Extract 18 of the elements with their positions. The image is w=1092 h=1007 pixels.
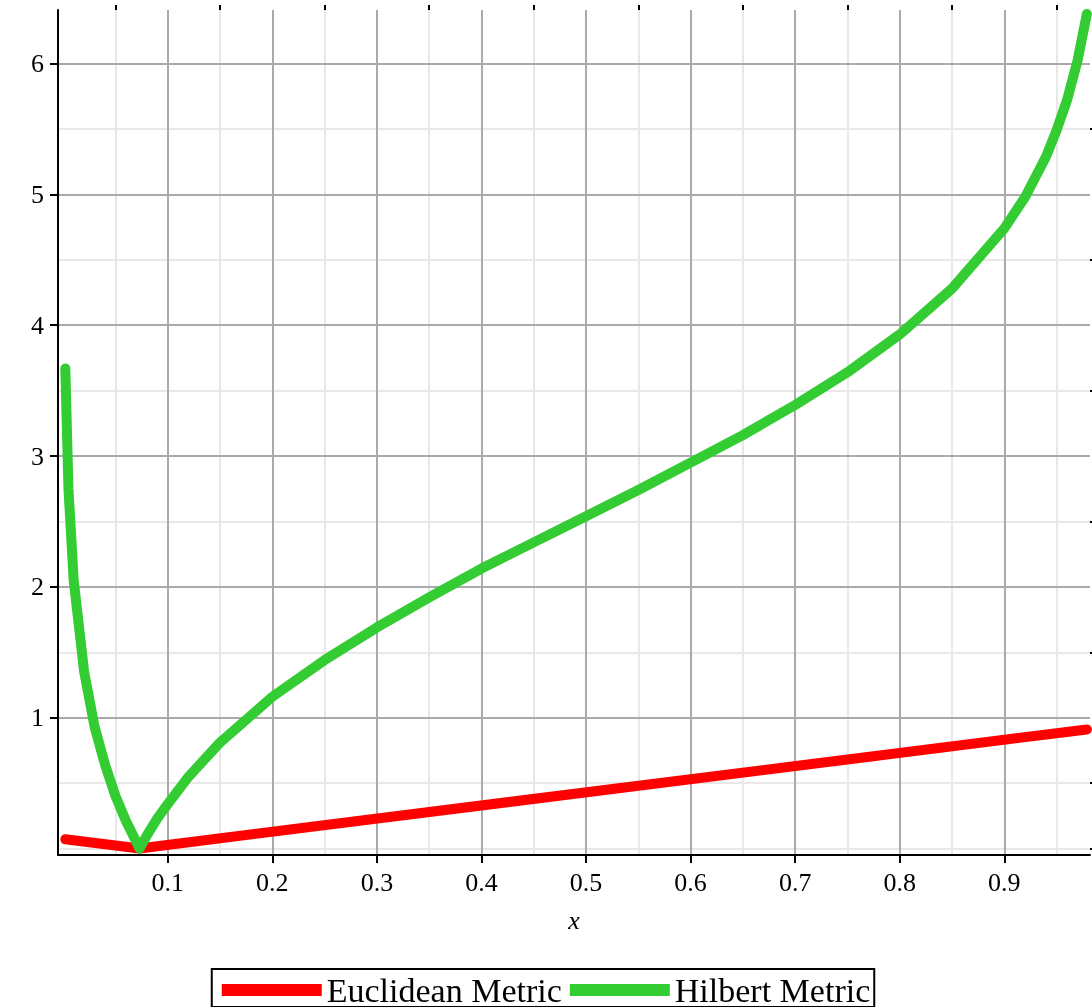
- x-tick-label: 0.1: [151, 867, 185, 897]
- x-tick-label: 0.7: [778, 867, 812, 897]
- y-tick-label: 3: [31, 441, 44, 471]
- x-tick-label: 0.3: [360, 867, 394, 897]
- x-tick-label: 0.5: [569, 867, 603, 897]
- x-tick-label: 0.9: [988, 867, 1021, 897]
- y-tick-label: 1: [31, 703, 44, 733]
- legend-label: Hilbert Metric: [674, 971, 871, 1007]
- y-tick-label: 2: [31, 572, 44, 602]
- x-tick-label: 0.8: [883, 867, 916, 897]
- y-tick-label: 6: [31, 49, 44, 79]
- x-tick-label: 0.2: [256, 867, 289, 897]
- x-tick-label: 0.6: [674, 867, 707, 897]
- x-axis-title: x: [567, 905, 581, 935]
- y-tick-label: 4: [31, 310, 44, 340]
- y-tick-label: 5: [31, 179, 44, 209]
- x-tick-label: 0.4: [465, 867, 498, 897]
- legend-label: Euclidean Metric: [326, 971, 562, 1007]
